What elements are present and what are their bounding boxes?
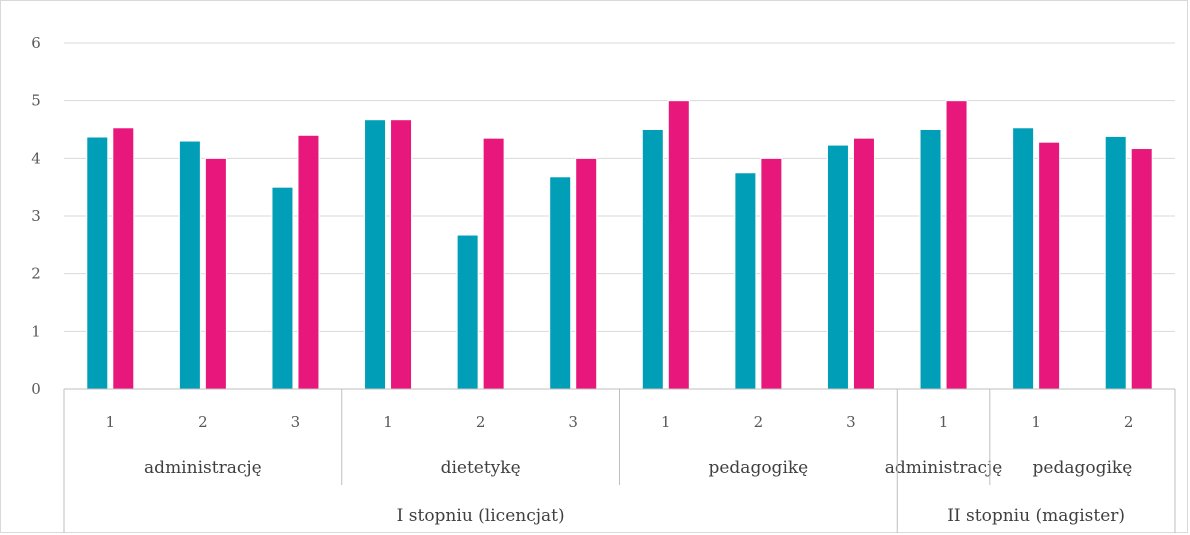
bar-series-1 [178,140,201,390]
x-tick-label: 2 [754,413,764,431]
y-tick-label: 0 [31,380,41,398]
bar-series-1 [86,136,109,390]
bar-series-1 [641,129,664,390]
x-tick-label: 1 [661,413,671,431]
x-tick-label: 2 [1124,413,1134,431]
bar-series-1 [734,172,757,390]
group-label: administrację [144,458,262,478]
x-tick-label: 3 [568,413,578,431]
bar-series-2 [852,137,875,390]
x-tick-label: 2 [476,413,486,431]
bar-series-1 [364,119,387,390]
bar-series-1 [549,176,572,390]
group-label: administrację [885,458,1003,478]
bar-series-2 [945,100,968,390]
x-tick-label: 1 [383,413,393,431]
group-label: pedagogikę [1033,458,1133,478]
bar-series-2 [667,100,690,390]
x-tick-label: 3 [291,413,301,431]
y-tick-label: 3 [31,207,41,225]
bar-series-2 [297,134,320,390]
bar-series-2 [1038,141,1061,390]
x-tick-label: 3 [846,413,856,431]
bar-series-2 [112,127,135,390]
y-tick-label: 1 [31,322,41,340]
y-tick-label: 2 [31,265,41,283]
bar-series-2 [390,119,413,390]
y-tick-label: 4 [31,149,41,167]
y-tick-label: 6 [31,34,41,52]
bar-series-1 [919,129,942,390]
group-label: dietetykę [441,458,521,478]
bar-series-2 [204,157,227,390]
degree-label: I stopniu (licencjat) [397,506,565,526]
bar-series-1 [456,234,479,390]
bar-series-2 [575,157,598,390]
group-label: pedagogikę [708,458,808,478]
x-tick-label: 2 [198,413,208,431]
bar-series-2 [1130,148,1153,390]
bar-series-2 [760,157,783,390]
y-tick-label: 5 [31,92,41,110]
bar-series-1 [1104,135,1127,390]
bar-series-1 [826,144,849,390]
bar-series-1 [271,186,294,390]
x-tick-label: 1 [1031,413,1041,431]
bar-series-1 [1012,127,1035,390]
degree-label: II stopniu (magister) [947,506,1125,526]
x-tick-label: 1 [106,413,116,431]
bar-series-2 [482,137,505,390]
x-tick-label: 1 [939,413,949,431]
